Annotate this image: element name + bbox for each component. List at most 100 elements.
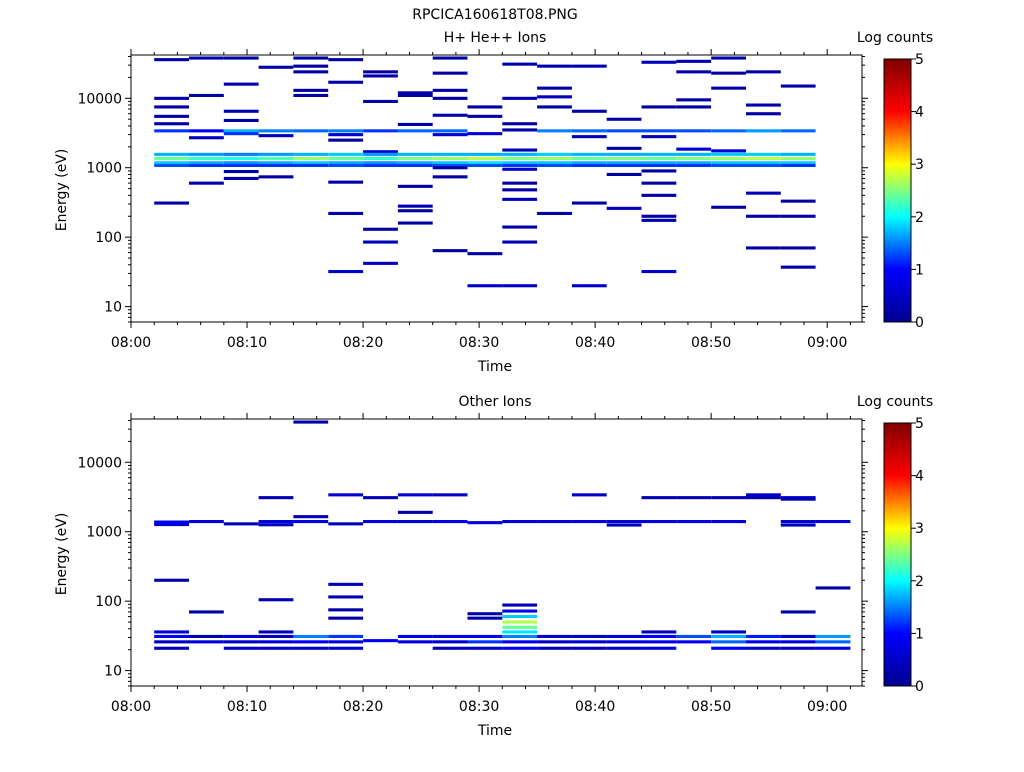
heatmap-cell [502, 646, 538, 650]
colorbar-tick-label: 2 [915, 574, 924, 590]
heatmap-cell [641, 105, 677, 109]
heatmap-cell [606, 117, 642, 121]
heatmap-cell [641, 152, 677, 156]
heatmap-cell [606, 152, 642, 156]
heatmap-cell [328, 211, 364, 215]
heatmap-cell [328, 640, 364, 644]
heatmap-cell [432, 166, 468, 170]
heatmap-cell [746, 646, 781, 650]
x-tick-label: 08:00 [111, 335, 151, 351]
x-tick-label: 08:40 [575, 699, 615, 715]
heatmap-cell [467, 132, 503, 136]
heatmap-cell [363, 70, 398, 74]
heatmap-cell [363, 74, 398, 78]
heatmap-cell [223, 118, 259, 122]
colorbar-tick-label: 3 [915, 521, 924, 537]
heatmap-cell [154, 58, 189, 62]
heatmap-cell [363, 520, 398, 524]
heatmap-cell [641, 214, 677, 218]
panel-title: H+ He++ Ions [444, 30, 547, 46]
heatmap-cell [676, 147, 712, 151]
heatmap-cell [189, 520, 224, 524]
heatmap-cell [537, 163, 572, 167]
heatmap-cell [223, 163, 259, 167]
heatmap-cell [189, 93, 224, 97]
heatmap-cell [154, 630, 189, 634]
panel-top: H+ He++ Ions Log counts Time Energy (eV)… [54, 30, 933, 375]
heatmap-cell [432, 161, 468, 165]
heatmap-cell [363, 99, 398, 103]
heatmap-cell [711, 156, 746, 160]
x-tick-label: 09:00 [807, 699, 847, 715]
heatmap-cell [397, 93, 433, 97]
heatmap-cell [746, 156, 781, 160]
heatmap-cell [293, 520, 329, 524]
heatmap-cell [780, 152, 816, 156]
heatmap-cell [641, 163, 677, 167]
heatmap-cell [780, 520, 816, 524]
x-axis-label: Time [477, 723, 512, 739]
heatmap-cell [154, 105, 189, 109]
heatmap-cell [154, 646, 189, 650]
heatmap-cell [711, 496, 746, 500]
heatmap-cell [432, 152, 468, 156]
heatmap-cell [746, 129, 781, 133]
heatmap-cell [363, 161, 398, 165]
heatmap-cell [571, 161, 607, 165]
heatmap-cell [467, 640, 503, 644]
heatmap-cell [397, 129, 433, 133]
heatmap-cell [154, 578, 189, 582]
heatmap-cell [502, 620, 538, 624]
heatmap-cell [432, 71, 468, 75]
heatmap-cell [189, 156, 224, 160]
heatmap-cell [467, 616, 503, 620]
heatmap-cell [363, 227, 398, 231]
heatmap-cell [328, 133, 364, 137]
heatmap-cell [154, 152, 189, 156]
heatmap-cell [606, 640, 642, 644]
heatmap-cell [258, 65, 294, 69]
heatmap-cell [258, 175, 294, 179]
heatmap-cell [815, 634, 851, 638]
heatmap-cell [397, 184, 433, 188]
heatmap-cell [780, 214, 816, 218]
heatmap-cell [258, 598, 294, 602]
heatmap-cell [571, 152, 607, 156]
colorbar-tick-label: 0 [915, 315, 924, 331]
heatmap-cell [432, 646, 468, 650]
heatmap-cell [258, 152, 294, 156]
heatmap-cell [397, 640, 433, 644]
heatmap-cell [780, 156, 816, 160]
heatmap-cell [676, 520, 712, 524]
y-tick-label: 1000 [86, 161, 122, 177]
heatmap-cell [571, 201, 607, 205]
heatmap-cell [746, 152, 781, 156]
x-tick-label: 08:20 [343, 699, 383, 715]
heatmap-cell [189, 163, 224, 167]
heatmap-cell [502, 167, 538, 171]
heatmap-cell [432, 493, 468, 497]
colorbar-tick-label: 2 [915, 210, 924, 226]
heatmap-cell [571, 156, 607, 160]
heatmap-cell [711, 640, 746, 644]
heatmap-cell [606, 156, 642, 160]
heatmap-cell [780, 84, 816, 88]
heatmap-cell [571, 520, 607, 524]
colorbar-label: Log counts [857, 394, 933, 410]
heatmap-cell [293, 56, 329, 60]
heatmap-cell [189, 56, 224, 60]
heatmap-cell [571, 109, 607, 113]
heatmap-cell [467, 634, 503, 638]
heatmap-cell [606, 523, 642, 527]
heatmap-cell [780, 129, 816, 133]
heatmap-cell [293, 129, 329, 133]
heatmap-cell [676, 634, 712, 638]
heatmap-cell [571, 163, 607, 167]
heatmap-cell [432, 520, 468, 524]
heatmap-cell [606, 146, 642, 150]
heatmap-cell [571, 634, 607, 638]
heatmap-cell [189, 181, 224, 185]
heatmap-cell [641, 270, 677, 274]
heatmap-cell [189, 640, 224, 644]
